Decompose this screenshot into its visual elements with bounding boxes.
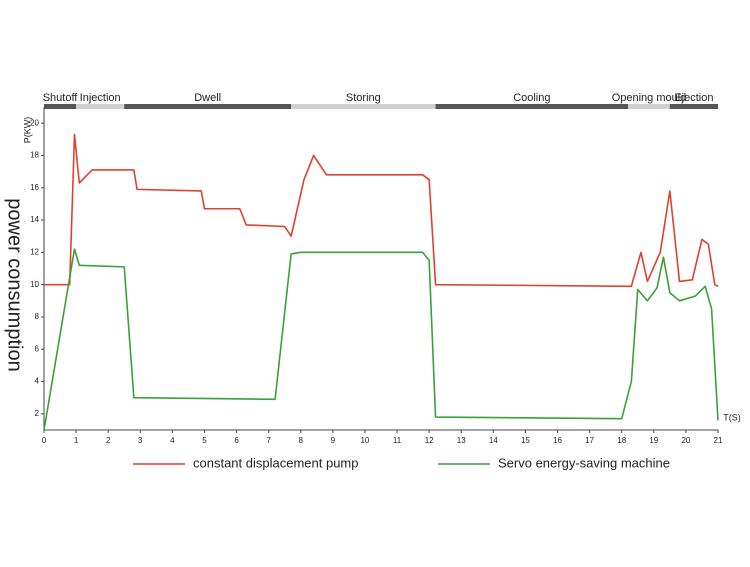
x-tick-label: 11 — [393, 436, 402, 445]
y-axis-label: P(KW) — [22, 117, 32, 144]
y-tick-label: 6 — [35, 344, 40, 353]
x-tick-label: 2 — [106, 436, 111, 445]
x-tick-label: 16 — [553, 436, 562, 445]
x-tick-label: 19 — [649, 436, 658, 445]
y-tick-label: 16 — [30, 183, 39, 192]
y-tick-label: 20 — [30, 118, 39, 127]
phase-bar — [628, 104, 670, 109]
x-tick-label: 6 — [234, 436, 239, 445]
phase-label: Opening mould — [612, 92, 687, 104]
x-tick-label: 14 — [489, 436, 498, 445]
x-tick-label: 17 — [585, 436, 594, 445]
x-tick-label: 18 — [617, 436, 626, 445]
x-tick-label: 20 — [681, 436, 690, 445]
x-tick-label: 12 — [425, 436, 434, 445]
x-tick-label: 7 — [266, 436, 271, 445]
series-line — [44, 133, 719, 288]
phase-bar — [669, 104, 718, 109]
phase-label: Ejection — [674, 92, 713, 104]
x-axis-label: T(S) — [723, 412, 741, 422]
phase-bar — [76, 104, 125, 109]
y-tick-label: 10 — [30, 280, 39, 289]
x-tick-label: 3 — [138, 436, 143, 445]
x-tick-label: 0 — [42, 436, 47, 445]
phase-bar — [435, 104, 629, 109]
series-line — [43, 248, 719, 431]
phase-label: Shutoff — [43, 92, 79, 104]
y-tick-label: 14 — [30, 215, 39, 224]
y-tick-label: 18 — [30, 151, 39, 160]
x-tick-label: 5 — [202, 436, 207, 445]
phase-bar — [44, 104, 77, 109]
phase-label: Cooling — [513, 92, 550, 104]
x-tick-label: 8 — [299, 436, 304, 445]
phase-bar — [291, 104, 436, 109]
phase-label: Dwell — [194, 92, 221, 104]
side-label: power consumption — [4, 198, 26, 371]
x-tick-label: 1 — [74, 436, 79, 445]
y-tick-label: 12 — [30, 247, 39, 256]
y-tick-label: 8 — [35, 312, 40, 321]
phase-label: Injection — [80, 92, 121, 104]
x-tick-label: 9 — [331, 436, 336, 445]
phase-label: Storing — [346, 92, 381, 104]
x-tick-label: 15 — [521, 436, 530, 445]
legend-label: constant displacement pump — [193, 455, 358, 470]
y-tick-label: 4 — [35, 377, 40, 386]
phase-bar — [124, 104, 292, 109]
y-tick-label: 2 — [35, 409, 40, 418]
x-tick-label: 13 — [457, 436, 466, 445]
x-tick-label: 21 — [714, 436, 723, 445]
x-tick-label: 4 — [170, 436, 175, 445]
legend-label: Servo energy-saving machine — [498, 455, 670, 470]
x-tick-label: 10 — [360, 436, 369, 445]
